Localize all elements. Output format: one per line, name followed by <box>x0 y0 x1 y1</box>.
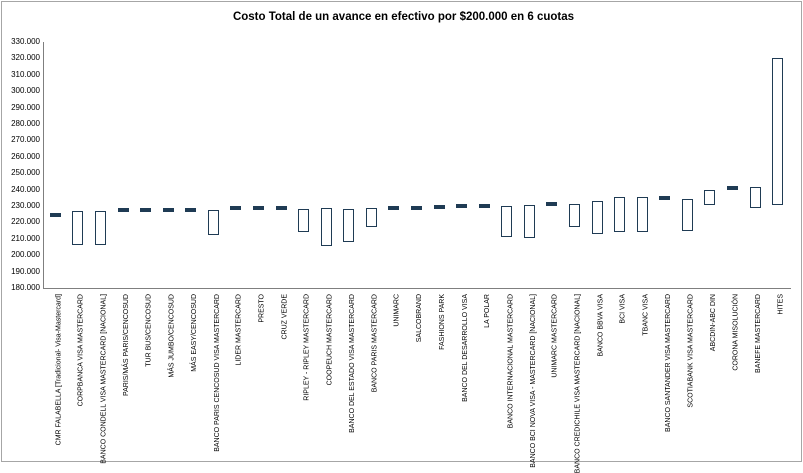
x-axis-label: MÁS EASY/CENCOSUD <box>190 294 198 372</box>
x-axis-label: CRUZ VERDE <box>281 294 289 340</box>
range-bar <box>636 196 648 233</box>
y-axis-label: 240.000 <box>11 184 40 194</box>
y-axis-label: 220.000 <box>11 217 40 227</box>
range-bar <box>320 208 332 247</box>
y-axis-label: 180.000 <box>11 283 40 292</box>
x-axis-label: BANCO INTERNACIONAL MASTERCARD <box>506 294 514 429</box>
dash-bar <box>546 201 558 206</box>
range-bar <box>569 203 581 228</box>
x-axis-label: RIPLEY - RIPLEY MASTERCARD <box>303 294 311 401</box>
dash-bar <box>49 213 61 218</box>
x-axis-label: UNIMARC <box>393 294 401 327</box>
x-axis-label: UNIMARC MASTERCARD <box>551 294 559 378</box>
x-axis-label: COOPEUCH MASTERCARD <box>326 294 334 386</box>
range-bar <box>523 205 535 238</box>
dash-bar <box>727 185 739 190</box>
range-bar <box>343 209 355 243</box>
dash-bar <box>117 208 129 213</box>
x-axis-label: BANCO DEL DESARROLLO VISA <box>461 294 469 402</box>
x-axis-label: CORPBANCA VISA MASTERCARD <box>77 294 85 407</box>
plot-area <box>43 42 791 289</box>
y-axis-label: 230.000 <box>11 201 40 210</box>
range-bar <box>749 187 761 208</box>
x-axis-label: FASHIONS PARK <box>439 294 447 350</box>
dash-bar <box>478 204 490 208</box>
x-axis-label: LIDER MASTERCARD <box>235 294 243 366</box>
x-axis-label: BANCO BCI NOVA VISA - MASTERCARD [NACION… <box>529 294 537 468</box>
x-axis-label: BANEFE MASTERCARD <box>755 294 763 373</box>
x-axis-label: HITES <box>777 294 785 315</box>
dash-bar <box>252 205 264 210</box>
dash-bar <box>162 208 174 213</box>
x-axis-label: BANCO CONDELL VISA MASTERCARD [NACIONAL] <box>100 294 108 464</box>
range-bar <box>772 58 784 206</box>
y-axis-label: 270.000 <box>11 135 40 145</box>
range-bar <box>614 196 626 233</box>
y-axis-label: 200.000 <box>11 250 40 260</box>
dash-bar <box>433 204 445 209</box>
y-axis-label: 250.000 <box>11 168 40 178</box>
dash-bar <box>140 208 152 213</box>
y-axis-label: 210.000 <box>11 233 40 243</box>
x-axis-label: MÁS JUMBO/CENCOSUD <box>168 294 176 378</box>
x-axis-label: BCI VISA <box>619 294 627 324</box>
x-axis-label: TUR BUS/CENCOSUD <box>145 294 153 367</box>
x-axis-label: SALCOBRAND <box>416 294 424 343</box>
x-axis-label: BANCO PARIS MASTERCARD <box>371 294 379 393</box>
range-bar <box>94 210 106 246</box>
dash-bar <box>411 205 422 210</box>
x-axis-label: BANCO SANTANDER VISA MASTERCARD <box>664 294 672 432</box>
dash-bar <box>185 208 197 213</box>
y-axis-label: 290.000 <box>11 102 40 112</box>
range-bar <box>704 190 716 206</box>
y-axis-label: 260.000 <box>11 151 40 161</box>
x-axis-label: CORONA MISOLUCIÓN <box>732 294 740 371</box>
x-axis-label: BANCO BBVA VISA <box>597 294 605 357</box>
dash-bar <box>456 204 468 208</box>
y-axis-label: 300.000 <box>11 86 40 96</box>
y-axis-label: 330.000 <box>11 37 40 46</box>
y-axis-label: 190.000 <box>11 266 40 276</box>
x-axis-label: BANCO CREDICHILE VISA MASTERCARD [NACION… <box>574 294 582 473</box>
range-bar <box>591 201 603 234</box>
range-bar <box>365 207 377 228</box>
x-axis-label: ABCDIN-ABC DIN <box>710 294 717 352</box>
x-axis-label: SCOTIABANK VISA MASTERCARD <box>687 294 695 408</box>
x-axis-label: PARIS/MÁS PARIS/CENCOSUD <box>123 294 131 397</box>
x-axis-label: TBANC VISA <box>642 294 650 336</box>
chart-title: Costo Total de un avance en efectivo por… <box>232 11 575 23</box>
range-bar <box>681 198 693 231</box>
x-axis-label: BANCO DEL ESTADO VISA MASTERCARD <box>348 294 356 433</box>
y-axis-label: 310.000 <box>11 69 40 79</box>
x-axis-label: BANCO PARIS CENCOSUD VISA MASTERCARD <box>213 294 221 452</box>
dash-bar <box>659 195 671 200</box>
y-axis-label: 320.000 <box>11 53 40 63</box>
dash-bar <box>230 205 242 210</box>
range-bar <box>501 206 513 238</box>
y-axis-label: 280.000 <box>11 119 40 128</box>
range-bar <box>207 210 219 235</box>
x-axis-label: CMR FALABELLA [Tradicional- Visa-Masterc… <box>55 294 63 446</box>
dash-bar <box>275 205 287 210</box>
range-bar <box>72 210 84 246</box>
x-axis-label: PRESTO <box>258 294 266 323</box>
x-axis-label: LA POLAR <box>484 294 492 328</box>
range-bar <box>298 209 310 233</box>
dash-bar <box>388 205 400 210</box>
